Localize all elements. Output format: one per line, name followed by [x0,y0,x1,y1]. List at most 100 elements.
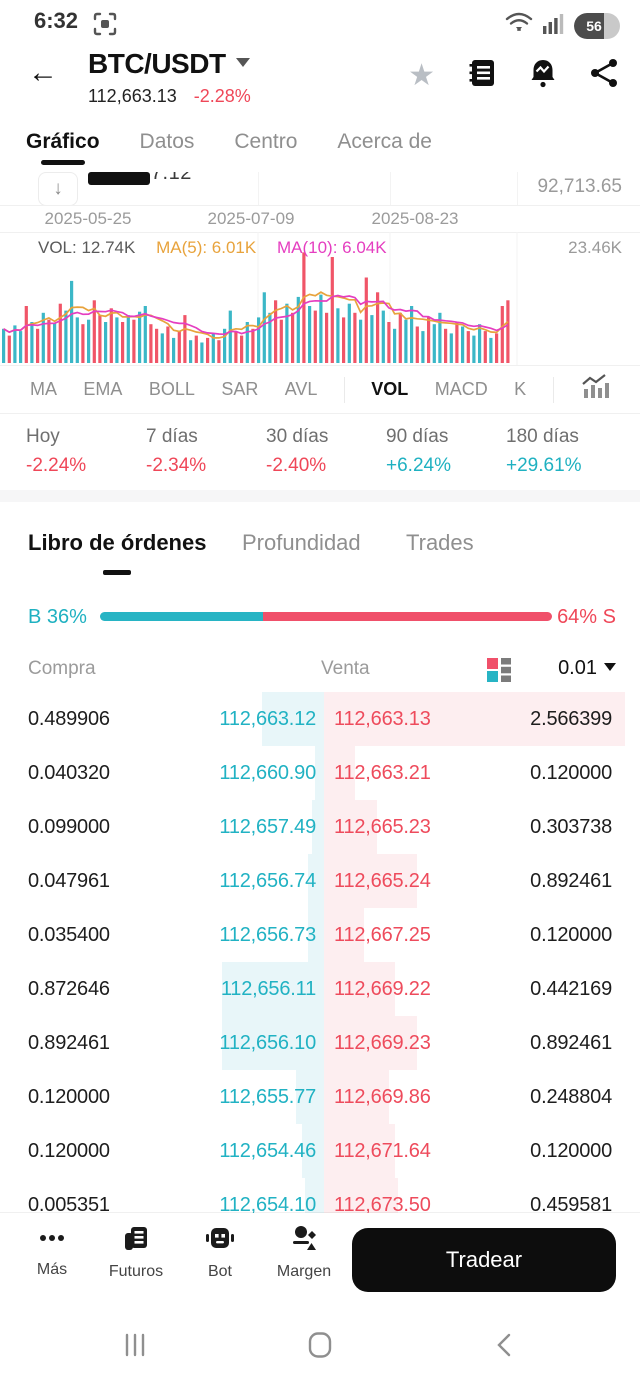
volume-chart-svg [2,232,518,365]
orderbook-row[interactable]: 0.035400 112,656.73 112,667.25 0.120000 [0,908,640,962]
ask-price[interactable]: 112,665.23 [334,816,431,838]
orderbook-tab-libro-de-órdenes[interactable]: Libro de órdenes [28,530,206,575]
tick-size-dropdown[interactable]: 0.01 [558,657,616,680]
bottom-bar-item-más[interactable]: Más [20,1225,84,1281]
period-performance: Hoy -2.24% 7 días -2.34% 30 días -2.40% 90 día… [0,414,640,490]
ask-price[interactable]: 112,665.24 [334,870,431,892]
indicator-sar[interactable]: SAR [221,379,259,399]
price-alert-bell-icon[interactable] [529,58,557,93]
pair-selector[interactable]: BTC/USDT [88,48,250,80]
back-arrow-icon[interactable]: ← [28,56,58,89]
ask-price[interactable]: 112,671.64 [334,1140,431,1162]
download-chart-icon[interactable]: ↓ [38,172,78,205]
bid-depth-bar [308,908,324,962]
ask-depth-bar [324,692,625,746]
orderbook-row[interactable]: 0.872646 112,656.11 112,669.22 0.442169 [0,962,640,1016]
orderbook-row[interactable]: 0.120000 112,655.77 112,669.86 0.248804 [0,1070,640,1124]
favorite-star-icon[interactable]: ★ [408,58,435,92]
share-icon[interactable] [590,58,618,93]
indicator-macd[interactable]: MACD [434,379,488,399]
period-90-días: 90 días +6.24% [386,414,506,490]
bid-depth-bar [296,1070,324,1124]
orderbook-row[interactable]: 0.120000 112,654.46 112,671.64 0.120000 [0,1124,640,1178]
divider [552,376,554,403]
period-label: 7 días [146,426,198,447]
bid-column-header: Compra [28,658,96,679]
price-chart-clipped[interactable]: 0,077.12 ↓ 92,713.65 [0,172,640,206]
bottom-bar-item-margen[interactable]: Margen [272,1225,336,1281]
ma5-value-label: MA(5): 6.01K [156,238,257,257]
tab-acerca-de[interactable]: Acerca de [337,130,432,153]
ask-column-header: Venta [321,658,370,679]
bot-icon [205,1225,235,1258]
orderbook-row[interactable]: 0.005351 112,654.10 112,673.50 0.459581 [0,1178,640,1213]
ask-price[interactable]: 112,663.13 [334,708,431,730]
indicator-ma[interactable]: MA [30,379,57,399]
bid-price[interactable]: 112,663.12 [219,708,316,730]
screenshot-icon [92,11,118,42]
bid-price[interactable]: 112,656.10 [219,1032,316,1054]
bid-qty: 0.047961 [28,870,110,892]
recents-icon[interactable] [120,1330,150,1365]
back-icon[interactable] [490,1330,520,1365]
orderbook-row[interactable]: 0.047961 112,656.74 112,665.24 0.892461 [0,854,640,908]
vol-value-label: VOL: 12.74K [38,238,136,257]
last-price: 112,663.13 [88,86,177,106]
bid-price[interactable]: 112,654.10 [219,1194,316,1213]
buy-ratio-label: B 36% [28,606,87,628]
volume-pane[interactable]: VOL: 12.74K MA(5): 6.01K MA(10): 6.04K 2… [0,232,640,365]
bid-price[interactable]: 112,654.46 [219,1140,316,1162]
ask-price[interactable]: 112,669.86 [334,1086,431,1108]
date-tick: 2025-07-09 [207,209,295,228]
chart-style-icon[interactable] [580,373,610,406]
ask-depth-bar [324,746,355,800]
bottom-bar-item-bot[interactable]: Bot [188,1225,252,1281]
ask-price[interactable]: 112,663.21 [334,762,431,784]
ask-price[interactable]: 112,669.23 [334,1032,431,1054]
bid-depth-bar [315,746,324,800]
ask-price[interactable]: 112,667.25 [334,924,431,946]
ask-depth-bar [324,800,377,854]
trade-button[interactable]: Tradear [352,1228,616,1292]
tab-datos[interactable]: Datos [139,130,195,153]
wifi-icon [504,10,534,41]
bid-qty: 0.040320 [28,762,110,784]
bid-price[interactable]: 112,655.77 [219,1086,316,1108]
orderbook-row[interactable]: 0.489906 112,663.12 112,663.13 2.566399 [0,692,640,746]
orderbook-row[interactable]: 0.892461 112,656.10 112,669.23 0.892461 [0,1016,640,1070]
bid-qty: 0.872646 [28,978,110,1000]
buy-ratio-fill [100,612,263,621]
bid-qty: 0.099000 [28,816,110,838]
indicator-k[interactable]: K [514,379,527,399]
bid-price[interactable]: 112,660.90 [219,762,316,784]
ask-depth-bar [324,1124,395,1178]
ask-depth-bar [324,1016,417,1070]
bid-price[interactable]: 112,656.74 [219,870,316,892]
orderbook-tab-profundidad[interactable]: Profundidad [242,530,361,555]
bid-price[interactable]: 112,656.11 [220,978,316,1000]
home-icon[interactable] [305,1330,335,1365]
bottom-bar-item-futuros[interactable]: Futuros [104,1225,168,1281]
ask-price[interactable]: 112,673.50 [334,1194,431,1213]
bid-price[interactable]: 112,656.73 [219,924,316,946]
futures-icon [122,1225,150,1258]
bid-depth-bar [302,1124,324,1178]
page-tabs: Gráfico Datos Centro Acerca de [0,122,640,172]
tab-gráfico[interactable]: Gráfico [26,122,100,165]
ask-price[interactable]: 112,669.22 [334,978,431,1000]
indicator-boll[interactable]: BOLL [148,379,195,399]
orderbook-row[interactable]: 0.099000 112,657.49 112,665.23 0.303738 [0,800,640,854]
orderbook-tab-trades[interactable]: Trades [406,530,474,555]
period-change: +29.61% [506,455,582,476]
orderbook-tabs: Libro de órdenes Profundidad Trades [0,502,640,598]
indicator-avl[interactable]: AVL [284,379,318,399]
tab-centro[interactable]: Centro [234,130,298,153]
period-label: 180 días [506,426,579,447]
indicator-vol[interactable]: VOL [371,379,409,399]
bid-depth-bar [222,962,324,1016]
bid-price[interactable]: 112,657.49 [219,816,316,838]
book-layout-icon[interactable] [487,656,513,689]
orders-ledger-icon[interactable] [468,58,496,93]
orderbook-row[interactable]: 0.040320 112,660.90 112,663.21 0.120000 [0,746,640,800]
indicator-ema[interactable]: EMA [83,379,123,399]
